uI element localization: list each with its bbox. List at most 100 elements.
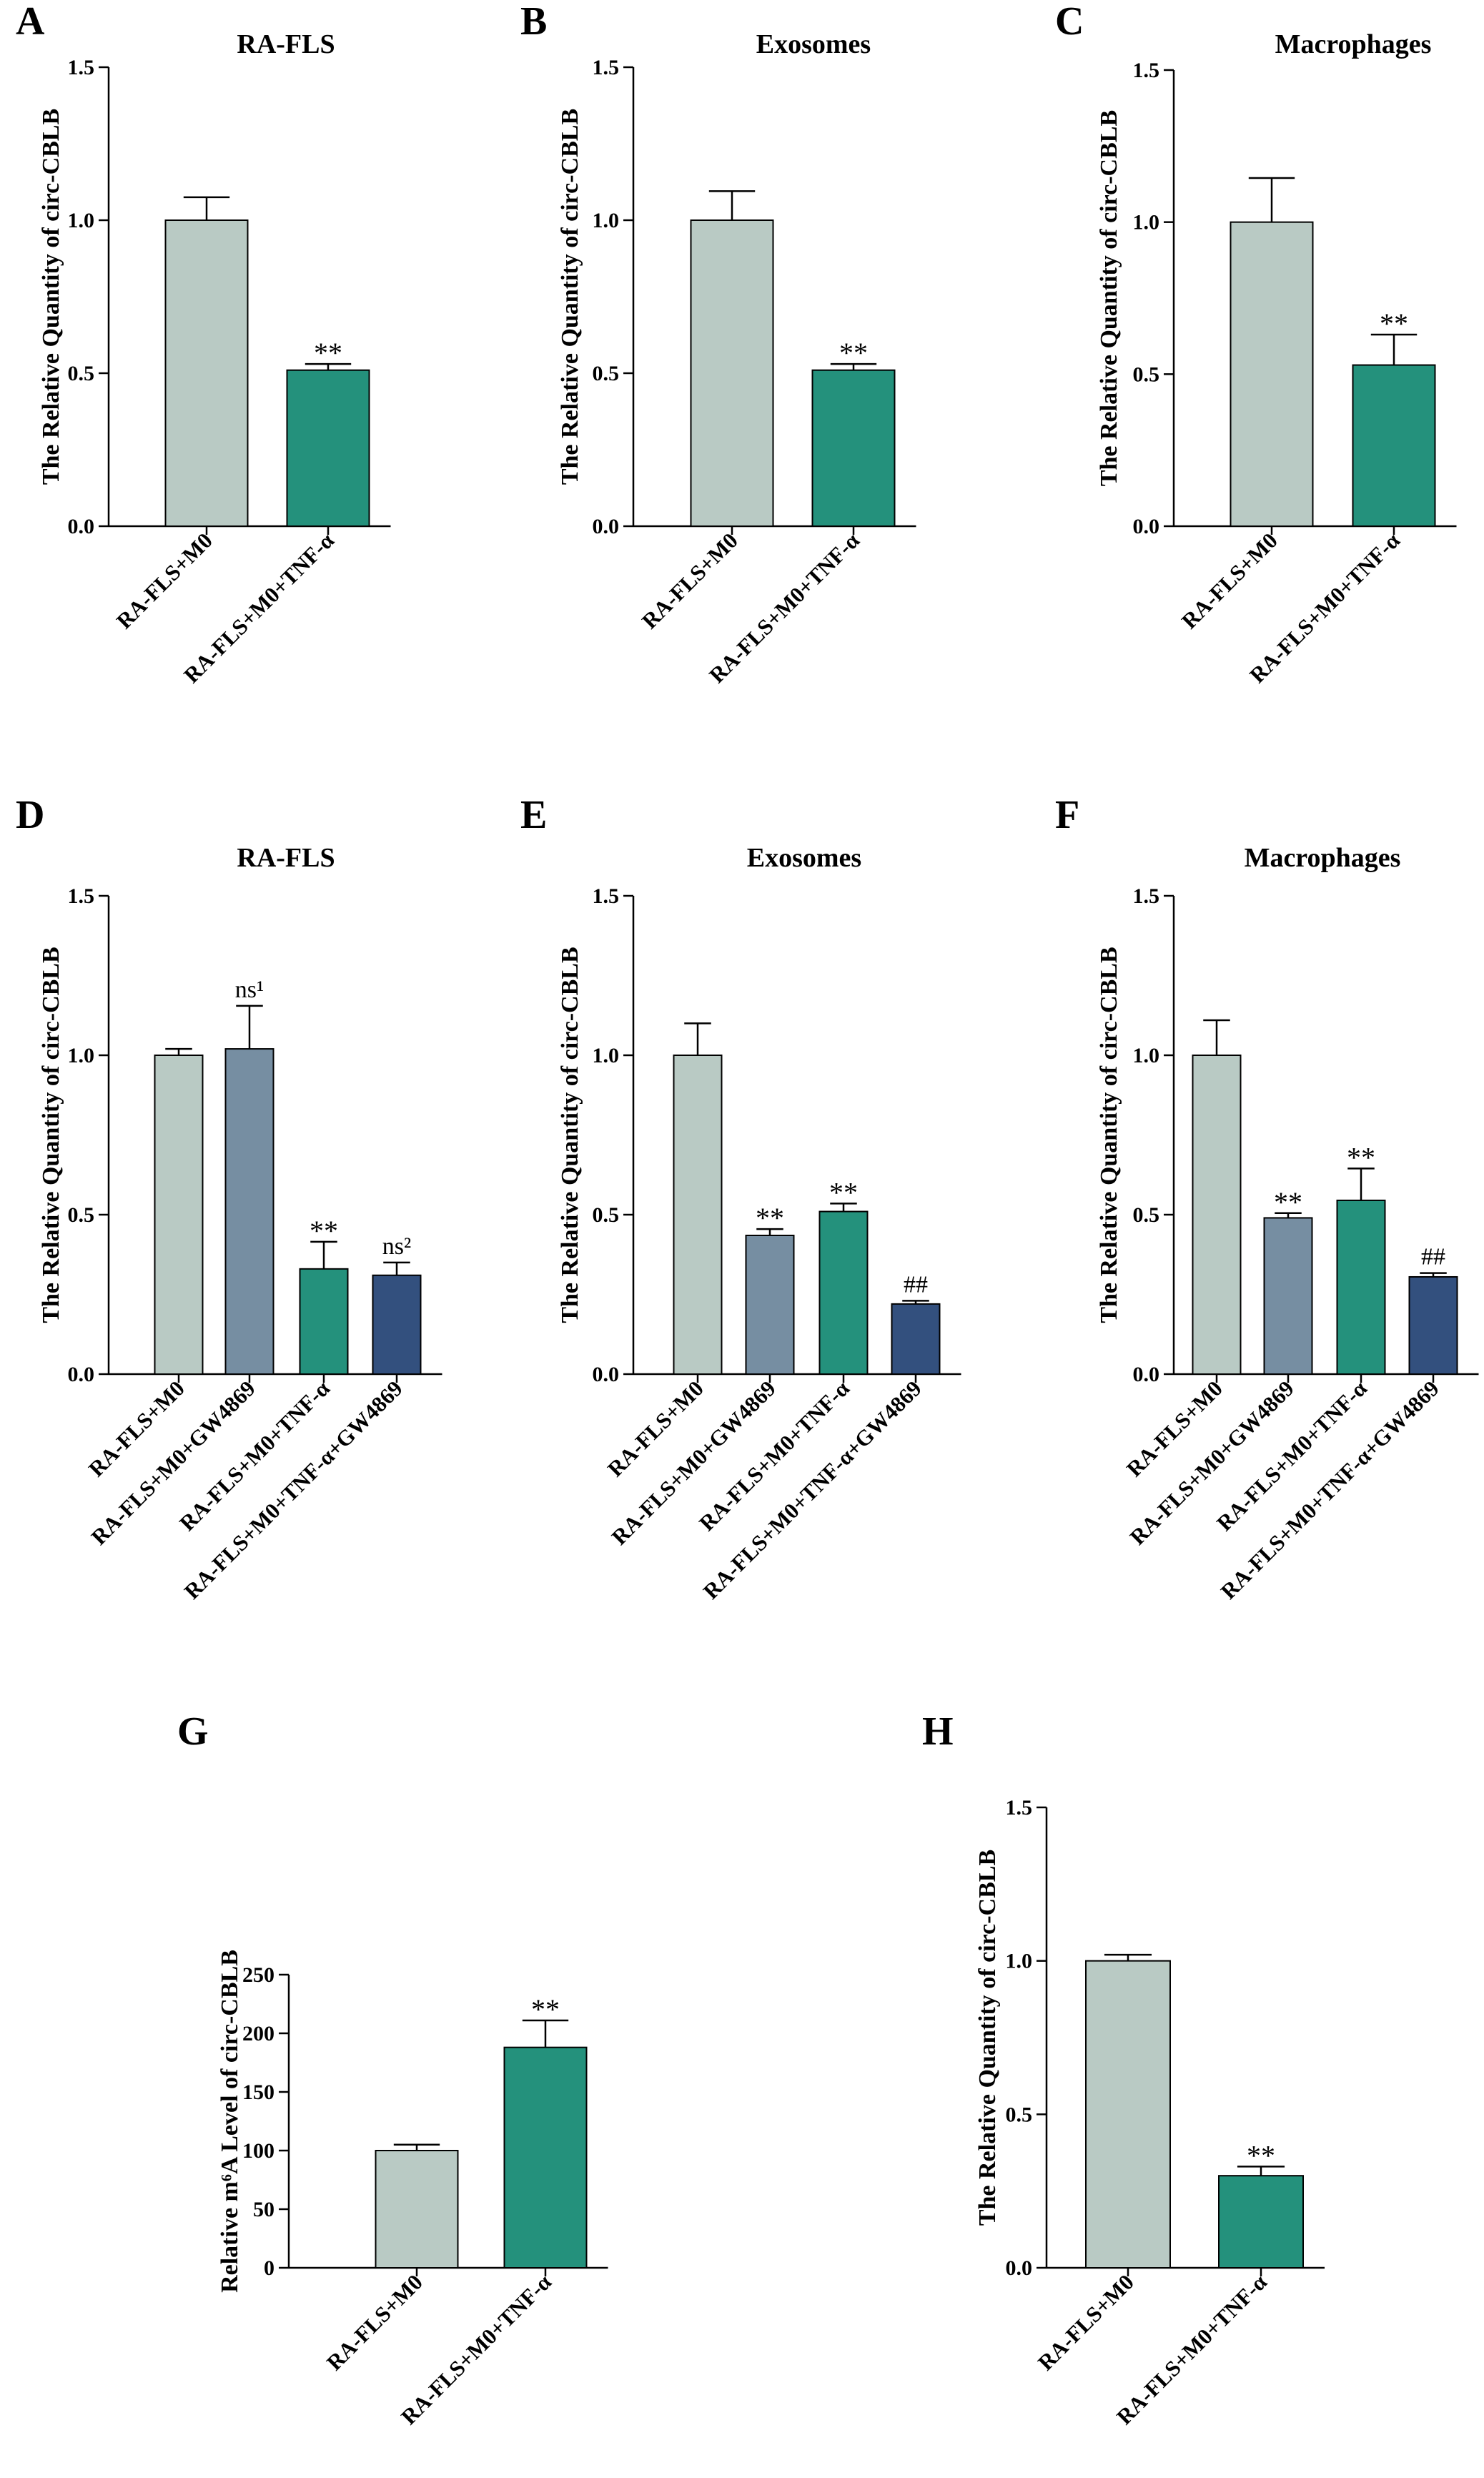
panel-d: D RA-FLS The Relative Quantity of circ-CBL… bbox=[16, 793, 442, 1604]
y-tick-label: 1.0 bbox=[593, 1044, 620, 1067]
y-tick-label: 1.5 bbox=[1133, 59, 1160, 82]
panel-label: C bbox=[1055, 0, 1084, 44]
significance-label: ** bbox=[531, 1993, 560, 2025]
significance-label: ** bbox=[839, 337, 868, 369]
y-tick-label: 0.0 bbox=[1006, 2256, 1033, 2280]
y-tick-label: 1.0 bbox=[1133, 211, 1160, 235]
y-axis-label: The Relative Quantity of circ-CBLB bbox=[1096, 947, 1122, 1323]
bar bbox=[375, 2150, 459, 2269]
bar bbox=[1230, 221, 1314, 527]
y-axis-label: The Relative Quantity of circ-CBLB bbox=[557, 109, 583, 485]
significance-label: ** bbox=[1347, 1141, 1375, 1173]
y-tick-label: 250 bbox=[242, 1963, 274, 1987]
y-tick-label: 1.0 bbox=[1133, 1044, 1160, 1067]
y-axis-label: The Relative Quantity of circ-CBLB bbox=[38, 947, 64, 1323]
y-tick-label: 0.0 bbox=[593, 1363, 620, 1386]
x-tick-label: RA-FLS+M0+TNF-α bbox=[1112, 2269, 1272, 2429]
significance-label: ## bbox=[904, 1271, 928, 1298]
panel-label: D bbox=[16, 793, 44, 837]
bar bbox=[811, 369, 896, 527]
x-tick-label: RA-FLS+M0 bbox=[322, 2269, 427, 2375]
bar bbox=[154, 1055, 204, 1375]
y-tick-label: 200 bbox=[242, 2022, 274, 2045]
y-axis-label: The Relative Quantity of circ-CBLB bbox=[557, 947, 583, 1323]
y-tick-label: 1.0 bbox=[68, 1044, 95, 1067]
significance-label: ** bbox=[1247, 2139, 1275, 2171]
y-tick-label: 1.5 bbox=[68, 884, 95, 908]
significance-label: ** bbox=[1380, 307, 1408, 340]
y-tick-label: 1.5 bbox=[593, 56, 620, 79]
x-tick-label: RA-FLS+M0 bbox=[1033, 2269, 1139, 2375]
y-tick-label: 1.5 bbox=[68, 56, 95, 79]
panel-label: G bbox=[177, 1709, 209, 1754]
panel-label: B bbox=[520, 0, 547, 44]
chart-title: Macrophages bbox=[1245, 843, 1401, 873]
y-tick-label: 0.5 bbox=[68, 362, 95, 385]
bar bbox=[690, 219, 774, 527]
panel-h: H The Relative Quantity of circ-CBLB 0.0 0.… bbox=[922, 1709, 1325, 2429]
y-tick-label: 1.0 bbox=[1006, 1950, 1033, 1973]
bar bbox=[299, 1268, 349, 1375]
y-tick-label: 0.5 bbox=[1133, 362, 1160, 386]
y-tick-label: 1.5 bbox=[593, 884, 620, 908]
panel-label: E bbox=[520, 793, 547, 837]
chart-title: Macrophages bbox=[1275, 29, 1432, 59]
panel-e: E Exosomes The Relative Quantity of circ-C… bbox=[520, 793, 961, 1604]
panel-b: B Exosomes The Relative Quantity of circ-C… bbox=[520, 0, 916, 688]
bar bbox=[1408, 1275, 1458, 1375]
y-axis-label: The Relative Quantity of circ-CBLB bbox=[1096, 110, 1122, 486]
y-tick-label: 50 bbox=[253, 2198, 274, 2221]
chart-title: RA-FLS bbox=[237, 843, 335, 873]
chart-title: Exosomes bbox=[756, 29, 871, 59]
significance-label: ns¹ bbox=[235, 977, 264, 1003]
bar bbox=[745, 1234, 795, 1375]
y-tick-label: 100 bbox=[242, 2139, 274, 2163]
y-axis-label: Relative m⁶A Level of circ-CBLB bbox=[217, 1950, 243, 2293]
y-tick-label: 0 bbox=[264, 2256, 274, 2280]
bar bbox=[164, 219, 249, 527]
bar bbox=[1336, 1199, 1386, 1376]
bar bbox=[1263, 1217, 1313, 1375]
significance-label: ** bbox=[310, 1215, 338, 1247]
bar bbox=[891, 1303, 941, 1376]
significance-label: ns² bbox=[382, 1233, 411, 1260]
y-tick-label: 0.5 bbox=[1006, 2103, 1033, 2126]
bar bbox=[818, 1210, 869, 1376]
x-tick-label: RA-FLS+M0 bbox=[112, 528, 217, 633]
y-tick-label: 0.0 bbox=[68, 515, 95, 538]
y-axis-label: The Relative Quantity of circ-CBLB bbox=[38, 109, 64, 485]
significance-label: ** bbox=[1274, 1186, 1302, 1218]
y-tick-label: 150 bbox=[242, 2080, 274, 2104]
bar bbox=[372, 1274, 422, 1375]
y-tick-label: 0.0 bbox=[1133, 1363, 1160, 1386]
y-tick-label: 0.5 bbox=[68, 1203, 95, 1227]
y-tick-label: 0.0 bbox=[1133, 515, 1160, 538]
panel-label: F bbox=[1055, 793, 1079, 837]
bar bbox=[1085, 1960, 1171, 2269]
y-tick-label: 0.5 bbox=[593, 1203, 620, 1227]
y-tick-label: 1.0 bbox=[68, 209, 95, 232]
panel-a: A RA-FLS The Relative Quantity of circ-CBL… bbox=[16, 0, 391, 688]
y-tick-label: 0.0 bbox=[68, 1363, 95, 1386]
chart-title: RA-FLS bbox=[237, 29, 335, 59]
bar bbox=[286, 369, 370, 527]
bar bbox=[224, 1048, 274, 1375]
y-tick-label: 1.5 bbox=[1006, 1796, 1033, 1820]
bar bbox=[503, 2046, 588, 2269]
y-axis-label: The Relative Quantity of circ-CBLB bbox=[974, 1850, 1001, 2226]
x-tick-label: RA-FLS+M0 bbox=[1177, 528, 1282, 633]
panel-label: A bbox=[16, 0, 45, 44]
panel-c: C Macrophages The Relative Quantity of cir… bbox=[1055, 0, 1457, 688]
y-tick-label: 0.5 bbox=[593, 362, 620, 385]
y-tick-label: 0.0 bbox=[593, 515, 620, 538]
x-tick-label: RA-FLS+M0 bbox=[637, 528, 743, 633]
bar bbox=[673, 1055, 723, 1375]
y-tick-label: 1.5 bbox=[1133, 884, 1160, 908]
significance-label: ** bbox=[829, 1176, 858, 1208]
panel-g: G Relative m⁶A Level of circ-CBLB 0 50 100 15… bbox=[177, 1709, 608, 2429]
significance-label: ** bbox=[756, 1202, 784, 1234]
bar bbox=[1352, 364, 1436, 527]
panel-label: H bbox=[922, 1709, 954, 1754]
significance-label: ## bbox=[1421, 1244, 1445, 1270]
